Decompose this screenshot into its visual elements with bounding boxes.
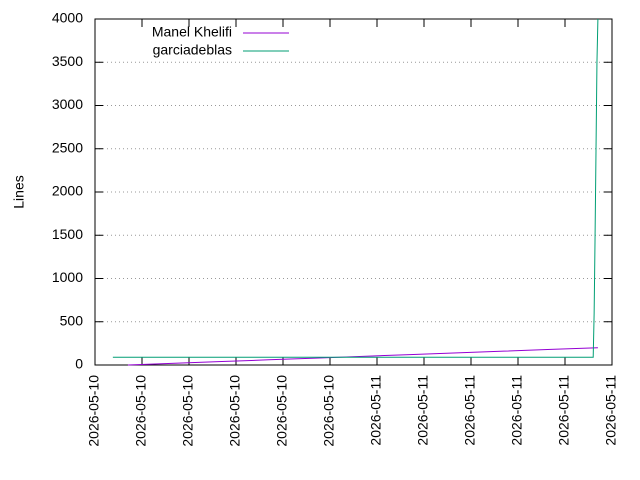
y-tick-label: 2000	[52, 183, 83, 199]
y-tick-label: 4000	[52, 10, 83, 26]
y-tick-label: 500	[60, 312, 84, 328]
y-tick-label: 1000	[52, 269, 83, 285]
y-tick-label: 3500	[52, 53, 83, 69]
y-tick-label: 0	[75, 356, 83, 372]
x-tick-label: 2026-05-11	[368, 375, 384, 446]
x-tick-label: 2026-05-11	[462, 375, 478, 446]
x-tick-label: 2026-05-10	[86, 375, 102, 447]
legend-label: garciadeblas	[153, 42, 232, 58]
x-tick-label: 2026-05-10	[133, 375, 149, 447]
x-tick-label: 2026-05-10	[227, 375, 243, 447]
x-tick-label: 2026-05-10	[180, 375, 196, 447]
y-axis-label: Lines	[11, 175, 27, 208]
y-tick-label: 3000	[52, 96, 83, 112]
x-tick-label: 2026-05-10	[321, 375, 337, 447]
x-tick-label: 2026-05-11	[509, 375, 525, 446]
y-tick-label: 2500	[52, 139, 83, 155]
x-tick-label: 2026-05-11	[415, 375, 431, 446]
y-tick-label: 1500	[52, 226, 83, 242]
x-tick-label: 2026-05-10	[274, 375, 290, 447]
legend-label: Manel Khelifi	[152, 24, 232, 40]
x-tick-label: 2026-05-11	[556, 375, 572, 446]
x-tick-label: 2026-05-11	[603, 375, 619, 446]
series-line	[127, 347, 598, 366]
plot-frame	[94, 18, 613, 366]
series-line	[112, 18, 599, 358]
